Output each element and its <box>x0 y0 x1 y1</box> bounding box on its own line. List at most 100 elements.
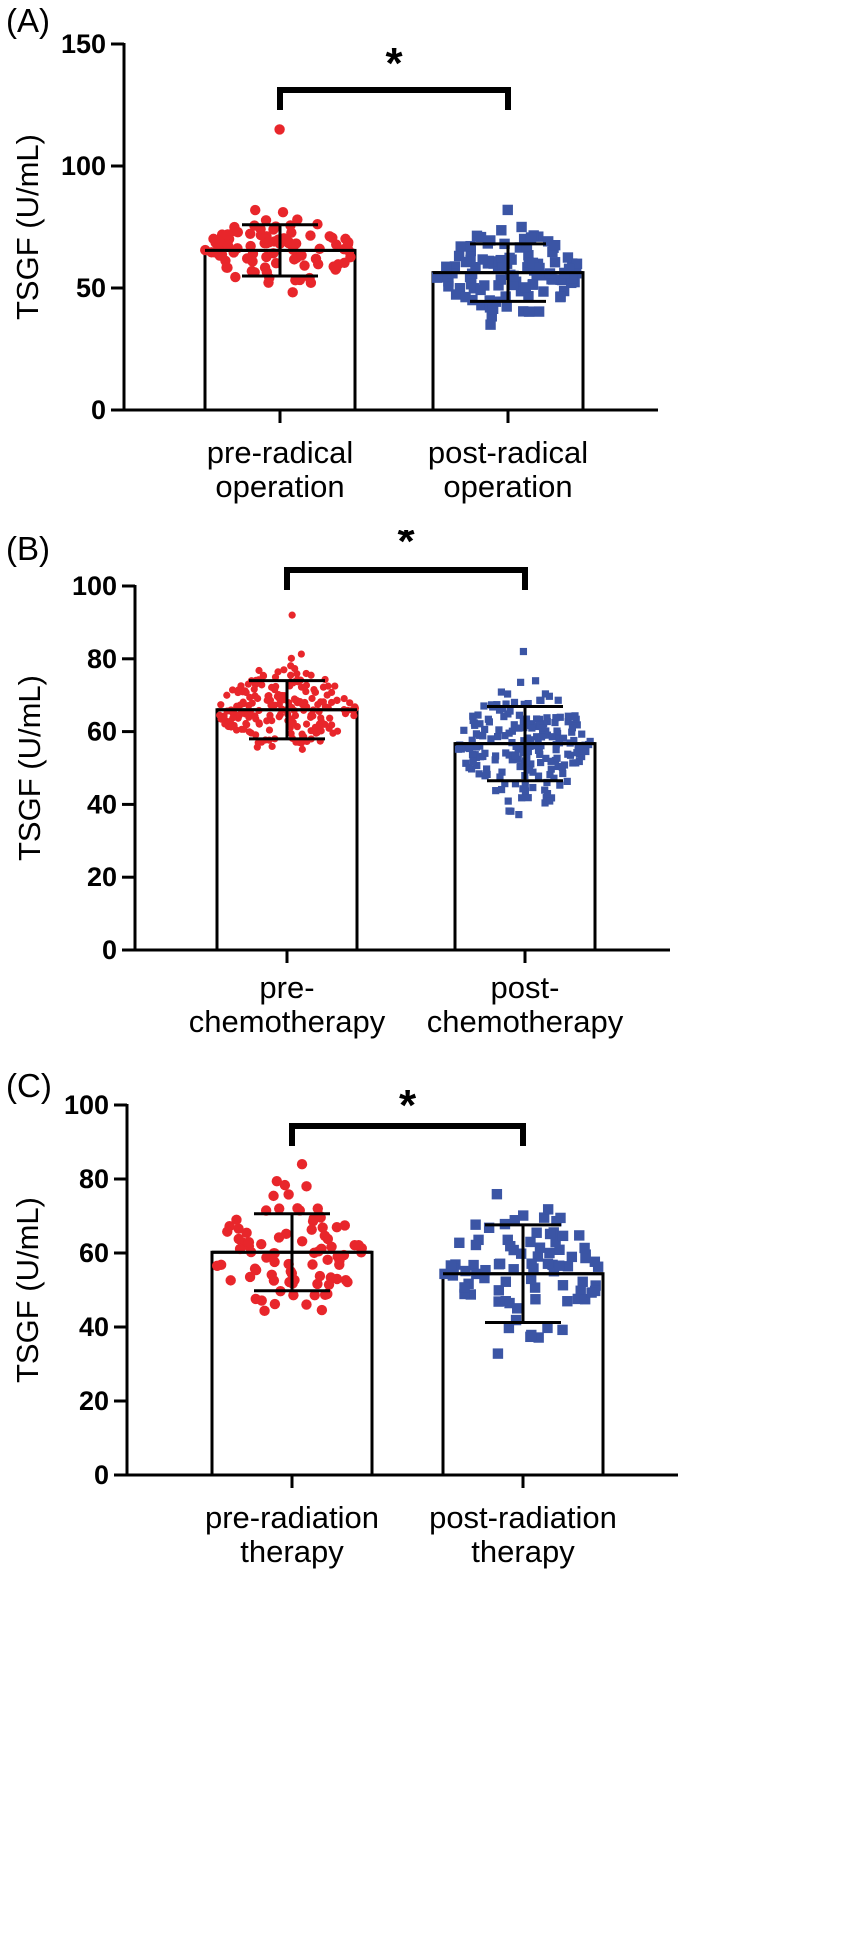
data-point <box>260 215 272 226</box>
data-point <box>586 737 594 746</box>
data-point <box>531 1227 542 1238</box>
data-point <box>556 781 564 789</box>
data-point <box>319 683 328 691</box>
data-point <box>558 285 570 297</box>
significance-bracket <box>284 567 528 590</box>
y-tick-label: 0 <box>102 935 117 965</box>
y-tick-label: 60 <box>87 717 117 747</box>
data-point <box>481 749 489 757</box>
data-point <box>228 686 237 694</box>
data-point <box>232 227 244 238</box>
data-point <box>504 797 512 805</box>
data-point <box>542 236 554 247</box>
data-point <box>331 1222 343 1233</box>
data-point <box>510 721 518 729</box>
data-point <box>563 263 575 274</box>
data-point <box>287 671 295 679</box>
category-label-pre: pre-radiation therapy <box>205 1500 379 1569</box>
data-point <box>547 757 555 765</box>
data-point <box>505 807 513 815</box>
data-point <box>559 734 568 742</box>
data-point <box>480 702 488 710</box>
data-point <box>543 778 551 787</box>
data-point <box>531 677 540 685</box>
data-point <box>251 712 259 720</box>
data-point <box>481 772 489 780</box>
significance-star: * <box>385 39 403 88</box>
data-point <box>307 1259 318 1270</box>
data-point <box>518 233 530 245</box>
data-point <box>244 680 252 688</box>
data-point <box>495 274 506 285</box>
data-point <box>277 207 289 218</box>
data-point <box>552 714 560 722</box>
data-point <box>569 759 577 767</box>
data-point <box>536 696 544 704</box>
data-point <box>534 772 543 780</box>
y-tick-label: 0 <box>94 1460 109 1490</box>
data-point <box>459 1288 470 1300</box>
data-point <box>542 1258 554 1269</box>
data-point <box>557 1280 569 1291</box>
data-point <box>582 747 590 756</box>
data-point <box>503 1322 515 1334</box>
category-label-line: chemotherapy <box>189 1004 386 1039</box>
data-point <box>523 746 531 755</box>
data-point <box>529 783 537 792</box>
data-point <box>319 698 327 706</box>
data-point <box>487 701 496 709</box>
data-point <box>568 724 577 732</box>
data-point <box>317 1222 328 1233</box>
chart-panel-b: (B) 0 20 40 60 80 100 TSGF (U/mL) * pre-chemother… <box>0 530 857 1065</box>
data-point <box>217 701 225 709</box>
data-point <box>292 696 300 704</box>
data-point <box>564 750 572 758</box>
data-point <box>547 246 558 258</box>
category-label-post: post-radical operation <box>428 435 588 504</box>
data-point <box>541 799 549 807</box>
data-point <box>306 1224 317 1235</box>
data-point <box>546 274 557 285</box>
data-point <box>288 1289 299 1301</box>
data-point <box>523 734 532 742</box>
category-label-pre: pre-radical operation <box>207 435 353 504</box>
data-point <box>526 742 534 750</box>
data-point <box>476 720 484 728</box>
data-point <box>550 1236 561 1248</box>
category-label-line: therapy <box>240 1534 344 1569</box>
data-point <box>465 764 473 772</box>
data-point <box>322 1233 334 1245</box>
data-point <box>255 720 263 728</box>
data-point <box>253 743 261 751</box>
data-point <box>500 291 511 302</box>
category-label-line: post- <box>491 970 560 1005</box>
data-point <box>293 723 301 731</box>
data-point <box>517 678 525 686</box>
data-point <box>553 754 561 762</box>
data-point <box>470 1219 481 1230</box>
data-point <box>455 241 466 252</box>
data-point <box>520 700 528 708</box>
data-point <box>332 259 344 270</box>
data-point <box>492 1348 504 1359</box>
data-point <box>263 717 271 725</box>
data-point <box>274 1203 285 1214</box>
data-point <box>519 717 527 725</box>
data-point <box>220 255 231 266</box>
data-point <box>245 228 256 240</box>
data-point <box>280 666 288 674</box>
data-point <box>557 1324 568 1336</box>
data-point <box>460 291 471 303</box>
data-point <box>527 257 539 269</box>
data-point <box>514 242 526 253</box>
significance-bracket <box>277 87 511 110</box>
data-points-post <box>454 647 594 819</box>
data-point <box>470 719 479 727</box>
data-point <box>552 746 560 754</box>
data-point <box>233 1233 244 1245</box>
data-point <box>524 794 532 802</box>
data-point <box>493 1285 505 1296</box>
data-point <box>533 1332 544 1343</box>
y-tick-label: 100 <box>64 1090 109 1120</box>
data-point <box>474 711 482 719</box>
